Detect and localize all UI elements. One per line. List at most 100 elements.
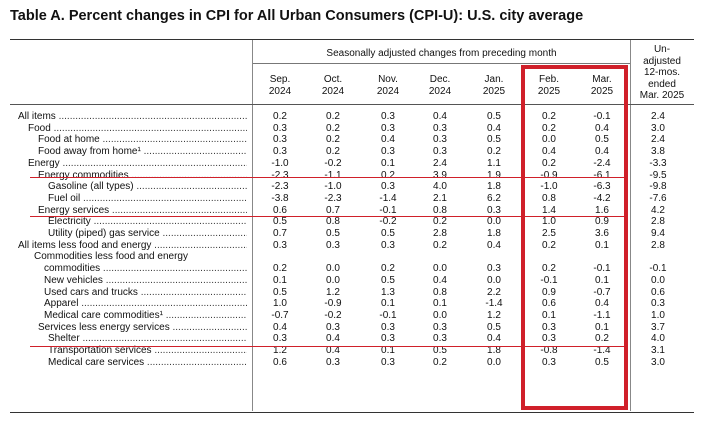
table-cell: 1.2 xyxy=(487,309,501,321)
table-cell: 2.8 xyxy=(651,239,665,251)
table-cell: 3.1 xyxy=(651,345,665,356)
table-cell: 0.1 xyxy=(595,274,609,286)
table-cell: 0.4 xyxy=(595,298,609,310)
table-cell: 0.3 xyxy=(381,333,395,345)
row-label: Energy commodities xyxy=(38,169,247,182)
table-cell: 0.4 xyxy=(595,122,609,134)
row-label: Energy xyxy=(28,157,247,170)
table-cell: 0.3 xyxy=(433,122,447,134)
table-cell: 0.5 xyxy=(381,228,395,239)
column-header-line: Dec. xyxy=(429,74,451,85)
column-header-line: Sep. xyxy=(269,74,291,85)
table-cell: -0.7 xyxy=(271,309,289,321)
table-cell: 0.3 xyxy=(487,263,501,275)
table-cell: 0.3 xyxy=(326,239,340,251)
table-cell: 2.5 xyxy=(542,228,556,239)
highlight-energy-commodities-top xyxy=(30,177,624,178)
table-cell: 1.0 xyxy=(651,309,665,321)
column-header: Dec. 2024 xyxy=(414,74,466,97)
column-header: Oct. 2024 xyxy=(307,74,359,97)
table-cell: 0.7 xyxy=(273,228,287,239)
table-cell: -0.9 xyxy=(324,298,342,310)
table-cell: 0.3 xyxy=(487,204,501,216)
table-cell: 1.8 xyxy=(487,228,501,239)
table-cell: -0.1 xyxy=(593,263,611,275)
row-label: Medical care commodities¹ xyxy=(44,309,247,322)
row-label: Fuel oil xyxy=(48,192,247,205)
table-cell: -4.2 xyxy=(593,192,611,204)
column-header: Mar. 2025 xyxy=(576,74,628,97)
row-label: Used cars and trucks xyxy=(44,286,247,299)
table-cell: 3.0 xyxy=(651,122,665,134)
row-label: commodities xyxy=(44,262,247,275)
table-cell: -9.5 xyxy=(649,169,667,181)
table-cell: -1.0 xyxy=(324,181,342,193)
table-cell: 1.0 xyxy=(273,298,287,310)
column-header-line: 2025 xyxy=(590,85,614,97)
table-cell: 0.5 xyxy=(433,345,447,356)
table-cell: 0.0 xyxy=(433,309,447,321)
unadjusted-header: Un-adjusted 12-mos. ended Mar. 2025 xyxy=(639,44,685,101)
table-cell: -1.4 xyxy=(485,298,503,310)
table-title: Table A. Percent changes in CPI for All … xyxy=(10,8,584,24)
table-cell: 0.4 xyxy=(487,122,501,134)
table-cell: 1.1 xyxy=(487,157,501,169)
column-header: Feb. 2025 xyxy=(523,74,575,97)
table-cell: 0.3 xyxy=(273,146,287,158)
table-cell: 0.3 xyxy=(326,356,340,368)
table-cell: 0.0 xyxy=(487,274,501,286)
unadjusted-column-divider xyxy=(630,40,631,411)
table-cell: 0.9 xyxy=(542,286,556,298)
table-cell: -9.8 xyxy=(649,181,667,193)
table-cell: 0.0 xyxy=(326,274,340,286)
row-label: New vehicles xyxy=(44,274,247,287)
table-cell: 0.2 xyxy=(381,263,395,275)
table-cell: 2.2 xyxy=(487,286,501,298)
table-cell: 0.2 xyxy=(326,146,340,158)
row-label: All items less food and energy xyxy=(18,239,247,252)
table-cell: 0.4 xyxy=(487,239,501,251)
table-cell: 0.2 xyxy=(326,122,340,134)
table-cell: -0.1 xyxy=(649,263,667,275)
table-cell: 0.5 xyxy=(326,228,340,239)
table-cell: 0.6 xyxy=(273,204,287,216)
table-cell: 0.2 xyxy=(542,263,556,275)
table-cell: 3.6 xyxy=(595,228,609,239)
table-cell: 3.9 xyxy=(433,169,447,181)
table-cell: 0.3 xyxy=(381,146,395,158)
table-cell: 0.1 xyxy=(381,298,395,310)
table-cell: 0.1 xyxy=(381,157,395,169)
table-cell: 0.1 xyxy=(595,321,609,333)
table-cell: 4.2 xyxy=(651,204,665,216)
highlight-energy-commodities-bottom xyxy=(30,216,624,217)
column-header-line: 2024 xyxy=(268,85,292,97)
table-cell: -1.0 xyxy=(540,181,558,193)
column-header: Jan. 2025 xyxy=(468,74,520,97)
table-cell: 0.0 xyxy=(542,134,556,146)
table-cell: 0.2 xyxy=(595,333,609,345)
table-cell: 3.7 xyxy=(651,321,665,333)
table-cell: -2.4 xyxy=(593,157,611,169)
table-cell: -0.1 xyxy=(593,111,611,122)
table-cell: 0.5 xyxy=(487,134,501,146)
table-cell: 0.4 xyxy=(326,333,340,345)
table-cell: 0.2 xyxy=(326,134,340,146)
table-cell: 0.3 xyxy=(381,122,395,134)
table-cell: -0.2 xyxy=(324,157,342,169)
table-cell: 1.8 xyxy=(487,181,501,193)
row-label: Medical care services xyxy=(48,356,247,369)
column-header-line: 2025 xyxy=(537,85,561,97)
table-cell: 0.4 xyxy=(273,321,287,333)
table-cell: 0.3 xyxy=(433,134,447,146)
row-label: Shelter xyxy=(48,332,247,345)
row-label: Energy services xyxy=(38,204,247,217)
table-cell: 3.8 xyxy=(651,146,665,158)
table-cell: 0.4 xyxy=(433,111,447,122)
column-header-line: Jan. xyxy=(484,74,504,85)
column-header-line: 2025 xyxy=(482,85,506,97)
table-cell: 0.5 xyxy=(595,356,609,368)
table-cell: 0.8 xyxy=(542,192,556,204)
table-cell: 1.2 xyxy=(326,286,340,298)
row-label: Electricity xyxy=(48,215,247,228)
table-cell: 0.3 xyxy=(326,321,340,333)
